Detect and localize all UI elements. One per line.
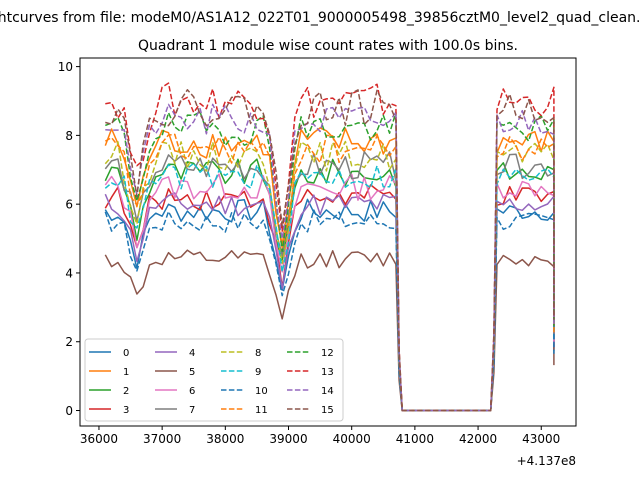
legend-label: 13 xyxy=(321,367,334,378)
legend-label: 12 xyxy=(321,348,334,359)
series-line-15 xyxy=(105,89,555,412)
x-tick-label: 37000 xyxy=(143,432,181,446)
x-tick-label: 39000 xyxy=(269,432,307,446)
series-line-12 xyxy=(105,111,555,412)
y-axis: 0 2 4 6 8 10 xyxy=(58,60,80,418)
x-axis: 36000 37000 38000 39000 40000 41000 42000 43000 xyxy=(80,426,560,446)
legend-label: 6 xyxy=(189,386,195,397)
x-tick-label: 38000 xyxy=(206,432,244,446)
x-tick-label: 43000 xyxy=(522,432,560,446)
legend-label: 5 xyxy=(189,367,195,378)
legend-label: 15 xyxy=(321,405,334,416)
legend-label: 8 xyxy=(255,348,261,359)
y-tick-label: 0 xyxy=(65,404,73,418)
x-offset-label: +4.137e8 xyxy=(517,454,576,468)
legend-label: 2 xyxy=(123,386,129,397)
legend-box xyxy=(84,338,344,422)
figure-suptitle: Lightcurves from file: modeM0/AS1A12_022… xyxy=(0,10,640,26)
legend-label: 1 xyxy=(123,367,129,378)
series-line-10 xyxy=(104,209,555,412)
chart-title: Quadrant 1 module wise count rates with … xyxy=(138,38,518,54)
x-tick-label: 42000 xyxy=(459,432,497,446)
y-tick-label: 8 xyxy=(65,129,73,143)
legend-label: 10 xyxy=(255,386,268,397)
legend-label: 14 xyxy=(321,386,334,397)
y-tick-label: 4 xyxy=(65,266,73,280)
legend-label: 3 xyxy=(123,405,129,416)
y-tick-label: 10 xyxy=(58,60,73,74)
legend-label: 7 xyxy=(189,405,195,416)
plot-border xyxy=(79,57,577,427)
x-tick-label: 36000 xyxy=(80,432,118,446)
y-tick-label: 2 xyxy=(65,335,73,349)
x-tick-label: 40000 xyxy=(333,432,371,446)
legend-label: 9 xyxy=(255,367,261,378)
series-layer xyxy=(104,82,555,412)
legend-label: 4 xyxy=(189,348,195,359)
x-tick-label: 41000 xyxy=(396,432,434,446)
legend-label: 0 xyxy=(123,348,129,359)
legend-label: 11 xyxy=(255,405,268,416)
y-tick-label: 6 xyxy=(65,198,73,212)
